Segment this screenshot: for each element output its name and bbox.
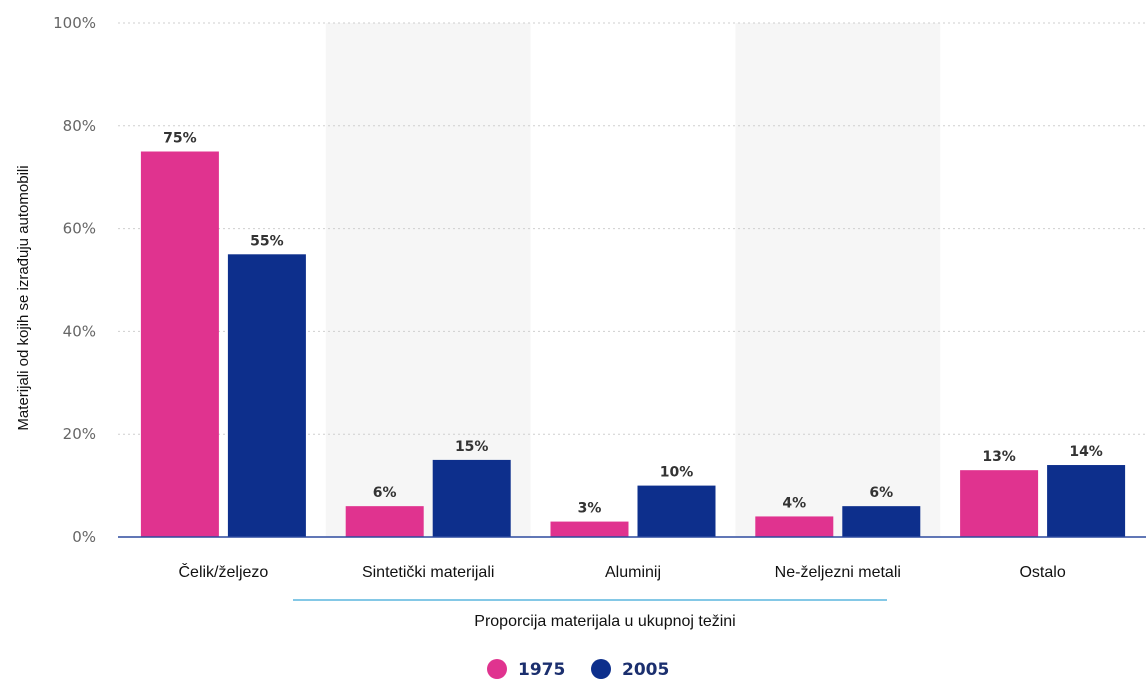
x-tick-labels: Čelik/željezo Sintetički materijali Alumin… <box>178 562 1065 581</box>
x-tick-label: Aluminij <box>605 564 661 581</box>
bar-2005[interactable] <box>1047 465 1126 537</box>
category-band <box>325 23 531 537</box>
y-tick-label: 20% <box>63 425 96 443</box>
data-label: 6% <box>373 485 397 501</box>
data-label: 14% <box>1069 444 1103 460</box>
legend-marker-1975[interactable] <box>487 659 507 679</box>
y-tick-label: 0% <box>72 528 96 546</box>
data-label: 75% <box>163 131 197 147</box>
y-axis-title: Materijali od kojih se izrađuju automobi… <box>15 165 32 430</box>
bar-2005[interactable] <box>637 485 716 537</box>
x-tick-label: Ostalo <box>1019 564 1065 581</box>
data-label: 55% <box>250 233 284 249</box>
x-tick-label: Sintetički materijali <box>362 564 494 581</box>
data-label: 6% <box>869 485 893 501</box>
legend-label-2005[interactable]: 2005 <box>622 660 669 680</box>
data-label: 10% <box>660 465 694 481</box>
x-tick-label: Ne-željezni metali <box>775 564 901 581</box>
data-label: 13% <box>982 449 1016 465</box>
bar-2005[interactable] <box>227 254 306 538</box>
legend-label-1975[interactable]: 1975 <box>518 660 565 680</box>
bar-2005[interactable] <box>432 459 511 537</box>
legend[interactable]: 1975 2005 <box>487 659 669 680</box>
category-band <box>735 23 941 537</box>
x-axis-title: Proporcija materijala u ukupnoj težini <box>474 613 735 630</box>
bar-1975[interactable] <box>550 521 629 537</box>
y-tick-labels: 0% 20% 40% 60% 80% 100% <box>53 14 96 546</box>
data-label: 4% <box>782 495 806 511</box>
bar-1975[interactable] <box>140 151 219 538</box>
y-tick-label: 40% <box>63 322 96 340</box>
y-tick-label: 60% <box>63 220 96 238</box>
bar-2005[interactable] <box>842 506 921 537</box>
x-tick-label: Čelik/željezo <box>178 562 268 581</box>
data-labels: 75% 55% 6% 15% 3% 10% 4% 6% 13% 14% <box>163 131 1103 517</box>
y-tick-label: 100% <box>53 14 96 32</box>
y-tick-label: 80% <box>63 117 96 135</box>
bar-1975[interactable] <box>755 516 834 537</box>
data-label: 15% <box>455 439 489 455</box>
category-bands <box>325 23 941 537</box>
legend-marker-2005[interactable] <box>591 659 611 679</box>
data-label: 3% <box>578 501 602 517</box>
bars <box>140 151 1126 538</box>
bar-1975[interactable] <box>345 506 424 537</box>
bar-1975[interactable] <box>960 470 1039 537</box>
